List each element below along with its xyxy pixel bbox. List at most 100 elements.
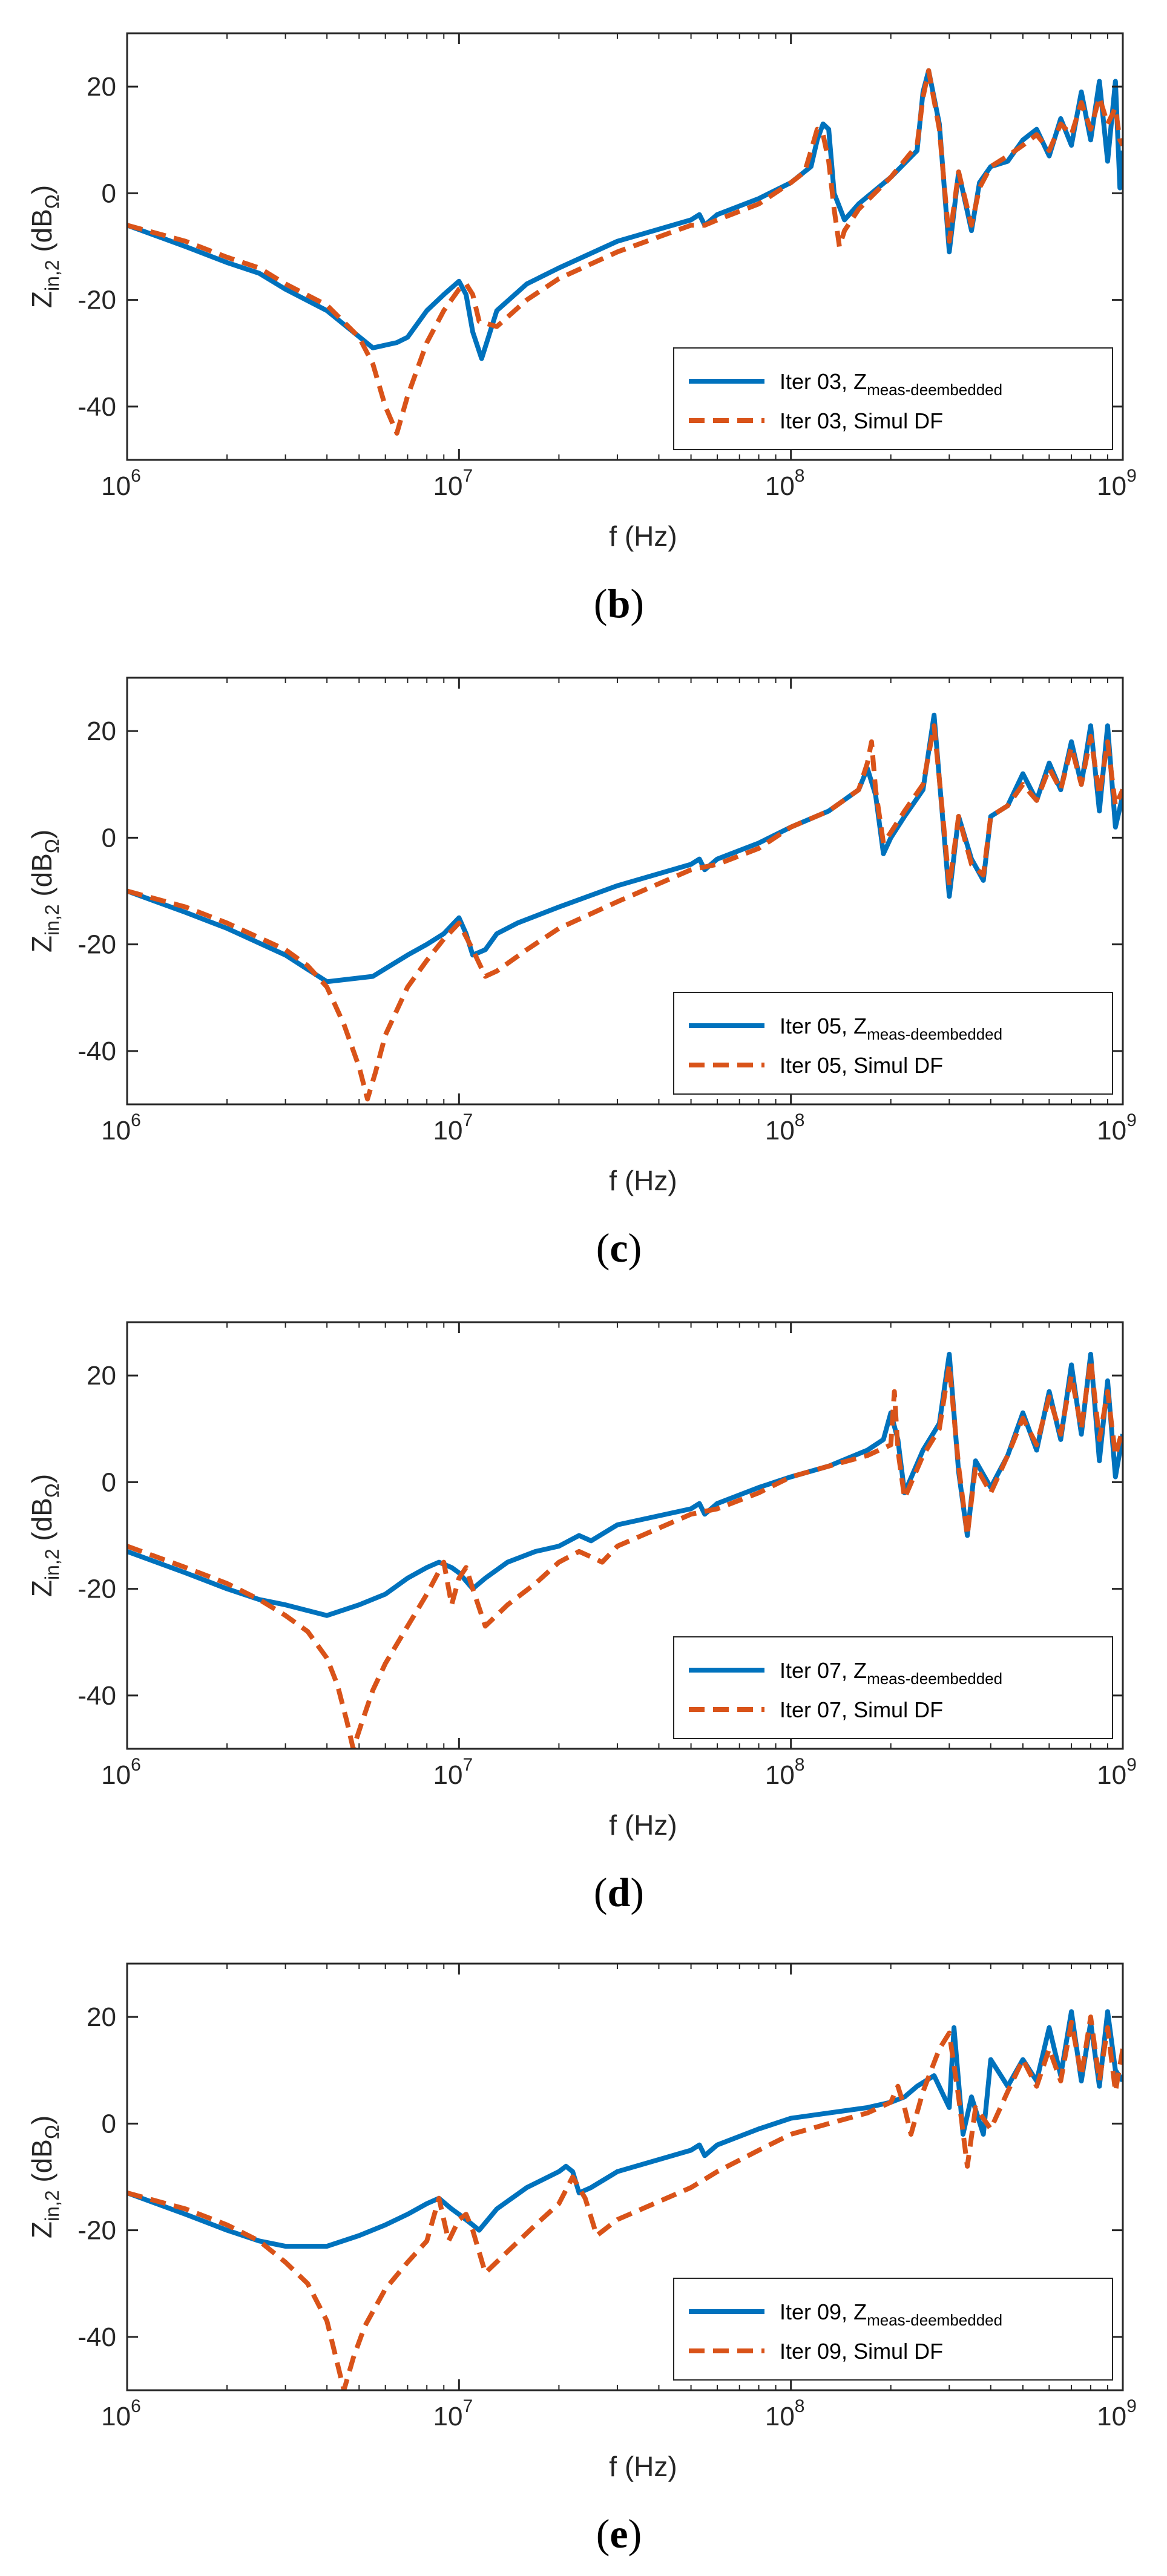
legend-label: Iter 03, Zmeas-deembedded	[780, 369, 1002, 399]
y-axis-label: Zin,2 (dBΩ)	[26, 2116, 63, 2238]
x-tick-base: 10	[101, 2402, 131, 2431]
x-tick-base: 10	[1097, 1760, 1126, 1790]
y-tick-label: -40	[77, 1037, 116, 1066]
y-axis-label: Zin,2 (dBΩ)	[26, 1474, 63, 1597]
axes-box	[126, 1321, 1124, 1750]
x-tick-base: 10	[433, 471, 463, 501]
legend-label-main: Iter 03, Z	[780, 369, 867, 394]
y-axis-label: Zin,2 (dBΩ)	[26, 185, 63, 308]
legend-label: Iter 05, Zmeas-deembedded	[780, 1014, 1002, 1043]
legend: Iter 05, Zmeas-deembedded Iter 05, Simul …	[673, 992, 1113, 1095]
x-tick-exponent: 7	[462, 1110, 473, 1130]
x-tick-label: 109	[1097, 466, 1137, 501]
x-tick-label: 107	[433, 2396, 473, 2431]
x-axis-label: f (Hz)	[609, 2451, 677, 2482]
caption-letter: b	[608, 580, 631, 626]
x-tick-base: 10	[765, 1116, 795, 1145]
x-axis-label: f (Hz)	[609, 520, 677, 552]
measured-series-line	[127, 68, 1123, 361]
x-tick-base: 10	[433, 2402, 463, 2431]
x-tick-base: 10	[433, 1116, 463, 1145]
y-label-symbol: Z	[26, 1580, 58, 1597]
y-label-symbol: Z	[26, 936, 58, 952]
measured-series-line	[127, 712, 1123, 985]
series-group	[127, 68, 1123, 436]
panel-caption: (c)	[596, 1225, 642, 1271]
panel-caption: (b)	[594, 580, 644, 626]
y-label-close: )	[26, 2116, 58, 2125]
series-group	[127, 2009, 1123, 2390]
y-tick-label: -20	[77, 930, 116, 960]
y-tick-label: 20	[87, 72, 116, 102]
legend-label-main: Iter 07, Z	[780, 1658, 867, 1683]
x-tick-exponent: 6	[131, 466, 141, 486]
panel-caption: (d)	[594, 1869, 644, 1915]
measured-series-line	[127, 2009, 1123, 2249]
caption-close: )	[630, 580, 644, 626]
legend-label-main: Iter 09, Z	[780, 2299, 867, 2324]
y-label-unit: (dB	[26, 1498, 58, 1549]
y-tick-label: 20	[87, 2002, 116, 2032]
x-tick-label: 108	[765, 1755, 805, 1790]
x-tick-exponent: 7	[462, 466, 473, 486]
y-label-unit: (dB	[26, 853, 58, 904]
x-tick-exponent: 9	[1126, 1110, 1137, 1130]
y-tick-label: 0	[102, 2109, 116, 2138]
x-tick-exponent: 6	[131, 2396, 141, 2416]
x-tick-base: 10	[101, 1760, 131, 1790]
y-label-subscript: in,2	[41, 260, 63, 291]
x-tick-exponent: 8	[795, 466, 805, 486]
y-tick-label: 0	[102, 179, 116, 208]
x-tick-base: 10	[765, 471, 795, 501]
x-tick-label: 107	[433, 1110, 473, 1145]
legend-label: Iter 07, Simul DF	[780, 1697, 943, 1722]
caption-open: (	[596, 2511, 610, 2557]
legend-label-main: Iter 05, Simul DF	[780, 1053, 943, 1078]
y-label-unit: (dB	[26, 2139, 58, 2190]
series-group	[127, 1351, 1123, 1749]
legend-label-subscript: meas-deembedded	[867, 1025, 1002, 1043]
x-tick-base: 10	[101, 471, 131, 501]
axes-box	[126, 32, 1124, 461]
simulated-series-line	[127, 1357, 1123, 1749]
legend-label-subscript: meas-deembedded	[867, 381, 1002, 399]
x-axis-label: f (Hz)	[609, 1165, 677, 1196]
legend-label: Iter 05, Simul DF	[780, 1053, 943, 1078]
caption-letter: c	[610, 1225, 628, 1271]
caption-close: )	[628, 1225, 642, 1271]
x-tick-base: 10	[1097, 471, 1126, 501]
legend-label-main: Iter 03, Simul DF	[780, 408, 943, 433]
simulated-series-line	[127, 723, 1123, 1102]
legend-box	[673, 992, 1113, 1095]
caption-letter: e	[610, 2511, 628, 2557]
legend-box	[673, 347, 1113, 450]
y-label-close: )	[26, 185, 58, 194]
y-label-unit: (dB	[26, 209, 58, 260]
x-tick-exponent: 9	[1126, 466, 1137, 486]
caption-close: )	[630, 1869, 644, 1915]
panel-caption: (e)	[596, 2511, 642, 2557]
y-tick-label: 20	[87, 716, 116, 746]
y-tick-label: -20	[77, 2216, 116, 2246]
x-tick-label: 107	[433, 466, 473, 501]
y-label-subscript: in,2	[41, 1549, 63, 1580]
legend-label: Iter 07, Zmeas-deembedded	[780, 1658, 1002, 1688]
y-tick-label: 0	[102, 823, 116, 853]
y-label-close: )	[26, 1474, 58, 1483]
axes-box	[126, 677, 1124, 1106]
y-label-unit-subscript: Ω	[41, 2125, 63, 2139]
y-label-unit-subscript: Ω	[41, 194, 63, 209]
caption-close: )	[628, 2511, 642, 2557]
legend-label-main: Iter 09, Simul DF	[780, 2339, 943, 2364]
x-tick-exponent: 7	[462, 1755, 473, 1775]
y-label-close: )	[26, 830, 58, 839]
x-tick-base: 10	[765, 2402, 795, 2431]
y-tick-label: -40	[77, 392, 116, 422]
legend-box	[673, 1636, 1113, 1739]
x-tick-exponent: 6	[131, 1110, 141, 1130]
legend: Iter 09, Zmeas-deembedded Iter 09, Simul …	[673, 2278, 1113, 2381]
legend-label-subscript: meas-deembedded	[867, 2311, 1002, 2329]
x-tick-exponent: 6	[131, 1755, 141, 1775]
